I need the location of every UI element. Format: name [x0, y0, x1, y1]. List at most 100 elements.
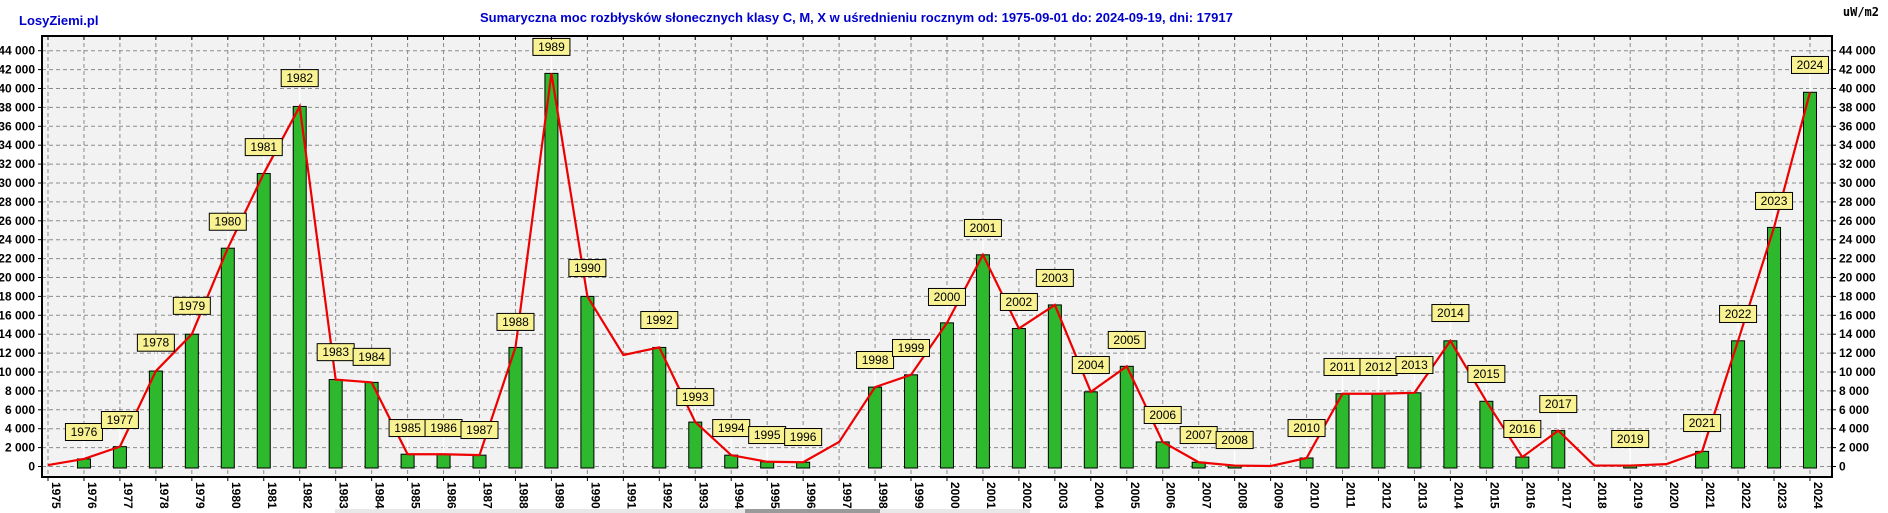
x-tick-2007: 2007 — [1200, 482, 1214, 509]
year-label-1990: 1990 — [574, 261, 601, 275]
year-label-1992: 1992 — [646, 313, 673, 327]
y-tick-left-28000: 28 000 — [0, 195, 35, 209]
year-label-box-1979 — [172, 296, 211, 315]
bar-2003 — [1047, 304, 1062, 469]
y-tick-right-26000: 26 000 — [1839, 214, 1876, 228]
y-tick-left-20000: 20 000 — [0, 271, 35, 285]
year-label-box-1978 — [136, 333, 175, 352]
year-label-2005: 2005 — [1113, 333, 1140, 347]
year-label-box-2010 — [1287, 419, 1326, 438]
year-label-box-1990 — [568, 259, 607, 278]
y-tick-right-8000: 8 000 — [1839, 384, 1869, 398]
bar-1988 — [508, 346, 523, 469]
year-label-box-2019 — [1611, 430, 1650, 449]
year-label-1996: 1996 — [790, 430, 817, 444]
x-tick-1995: 1995 — [768, 482, 782, 509]
year-label-box-2002 — [999, 292, 1038, 311]
y-tick-left-22000: 22 000 — [0, 252, 35, 266]
x-tick-2015: 2015 — [1487, 482, 1501, 509]
y-axis-unit-label: uW/m2 — [1842, 5, 1879, 19]
year-label-box-2015 — [1467, 364, 1506, 383]
year-label-box-2024 — [1790, 55, 1829, 74]
bar-1993 — [688, 421, 703, 469]
year-label-2015: 2015 — [1473, 367, 1500, 381]
x-tick-2022: 2022 — [1739, 482, 1753, 509]
x-tick-2014: 2014 — [1451, 482, 1465, 509]
y-tick-left-6000: 6 000 — [5, 403, 35, 417]
y-tick-left-36000: 36 000 — [0, 119, 35, 133]
x-tick-2012: 2012 — [1379, 482, 1393, 509]
y-tick-left-18000: 18 000 — [0, 289, 35, 303]
y-tick-right-24000: 24 000 — [1839, 233, 1876, 247]
year-label-box-2013 — [1395, 356, 1434, 375]
x-tick-1985: 1985 — [409, 482, 423, 509]
year-label-box-1977 — [100, 411, 139, 430]
year-label-box-1980 — [208, 212, 247, 231]
y-tick-right-40000: 40 000 — [1839, 82, 1876, 96]
year-label-2019: 2019 — [1617, 432, 1644, 446]
bar-2002 — [1011, 328, 1026, 469]
year-label-1985: 1985 — [394, 421, 421, 435]
year-label-2006: 2006 — [1149, 408, 1176, 422]
y-tick-left-8000: 8 000 — [5, 384, 35, 398]
bar-1980 — [220, 247, 235, 469]
year-label-1994: 1994 — [718, 421, 745, 435]
year-label-1977: 1977 — [107, 413, 134, 427]
year-label-2017: 2017 — [1545, 397, 1572, 411]
year-label-box-2016 — [1503, 419, 1542, 438]
year-label-box-2006 — [1143, 405, 1182, 424]
bar-1977 — [112, 446, 127, 469]
y-tick-right-34000: 34 000 — [1839, 138, 1876, 152]
bar-2013 — [1407, 392, 1422, 469]
bar-1979 — [184, 333, 199, 469]
plot-border — [41, 35, 1833, 478]
year-label-2021: 2021 — [1689, 416, 1716, 430]
y-tick-right-28000: 28 000 — [1839, 195, 1876, 209]
year-labels-group: 1976 1977 1978 1979 1980 1981 1982 1983 1984 1985… — [64, 37, 1829, 450]
x-tick-2024: 2024 — [1811, 482, 1825, 509]
year-label-box-1984 — [352, 347, 391, 366]
y-tick-left-24000: 24 000 — [0, 233, 35, 247]
bar-1984 — [364, 381, 379, 469]
label-connectors — [83, 54, 1811, 466]
x-tick-1986: 1986 — [445, 482, 459, 509]
year-label-1984: 1984 — [358, 350, 385, 364]
y-tick-left-12000: 12 000 — [0, 346, 35, 360]
year-label-2014: 2014 — [1437, 306, 1464, 320]
y-tick-left-30000: 30 000 — [0, 176, 35, 190]
y-tick-right-32000: 32 000 — [1839, 157, 1876, 171]
bar-2024 — [1802, 91, 1817, 469]
y-tick-right-42000: 42 000 — [1839, 63, 1876, 77]
year-label-box-1976 — [64, 423, 103, 442]
year-label-1993: 1993 — [682, 390, 709, 404]
bar-1986 — [436, 453, 451, 469]
year-label-1986: 1986 — [430, 421, 457, 435]
x-tick-1997: 1997 — [840, 482, 854, 509]
losyziemi-logo[interactable]: LosyZiemi.pl — [19, 13, 99, 28]
year-label-2023: 2023 — [1761, 194, 1788, 208]
year-label-1988: 1988 — [502, 315, 529, 329]
y-tick-right-30000: 30 000 — [1839, 176, 1876, 190]
bar-2023 — [1767, 226, 1782, 469]
x-tick-1998: 1998 — [876, 482, 890, 509]
x-tick-1993: 1993 — [696, 482, 710, 509]
x-tick-1999: 1999 — [912, 482, 926, 509]
year-label-box-2000 — [927, 287, 966, 306]
year-label-1983: 1983 — [322, 345, 349, 359]
bar-1998 — [868, 386, 883, 469]
y-tick-left-40000: 40 000 — [0, 82, 35, 96]
year-label-2022: 2022 — [1725, 307, 1752, 321]
x-tick-2009: 2009 — [1272, 482, 1286, 509]
x-tick-1980: 1980 — [229, 482, 243, 509]
x-tick-2004: 2004 — [1092, 482, 1106, 509]
scrollbar-thumb[interactable] — [745, 509, 880, 513]
x-tick-1976: 1976 — [85, 482, 99, 509]
year-label-box-2022 — [1719, 304, 1758, 323]
x-axis-tick-labels: 1975 1976 1977 1978 1979 1980 1981 1982 1983 1984… — [49, 482, 1825, 509]
x-tick-2016: 2016 — [1523, 482, 1537, 509]
x-tick-1988: 1988 — [516, 482, 530, 509]
x-tick-2017: 2017 — [1559, 482, 1573, 509]
y-tick-left-14000: 14 000 — [0, 327, 35, 341]
y-tick-left-0: 0 — [28, 460, 35, 474]
